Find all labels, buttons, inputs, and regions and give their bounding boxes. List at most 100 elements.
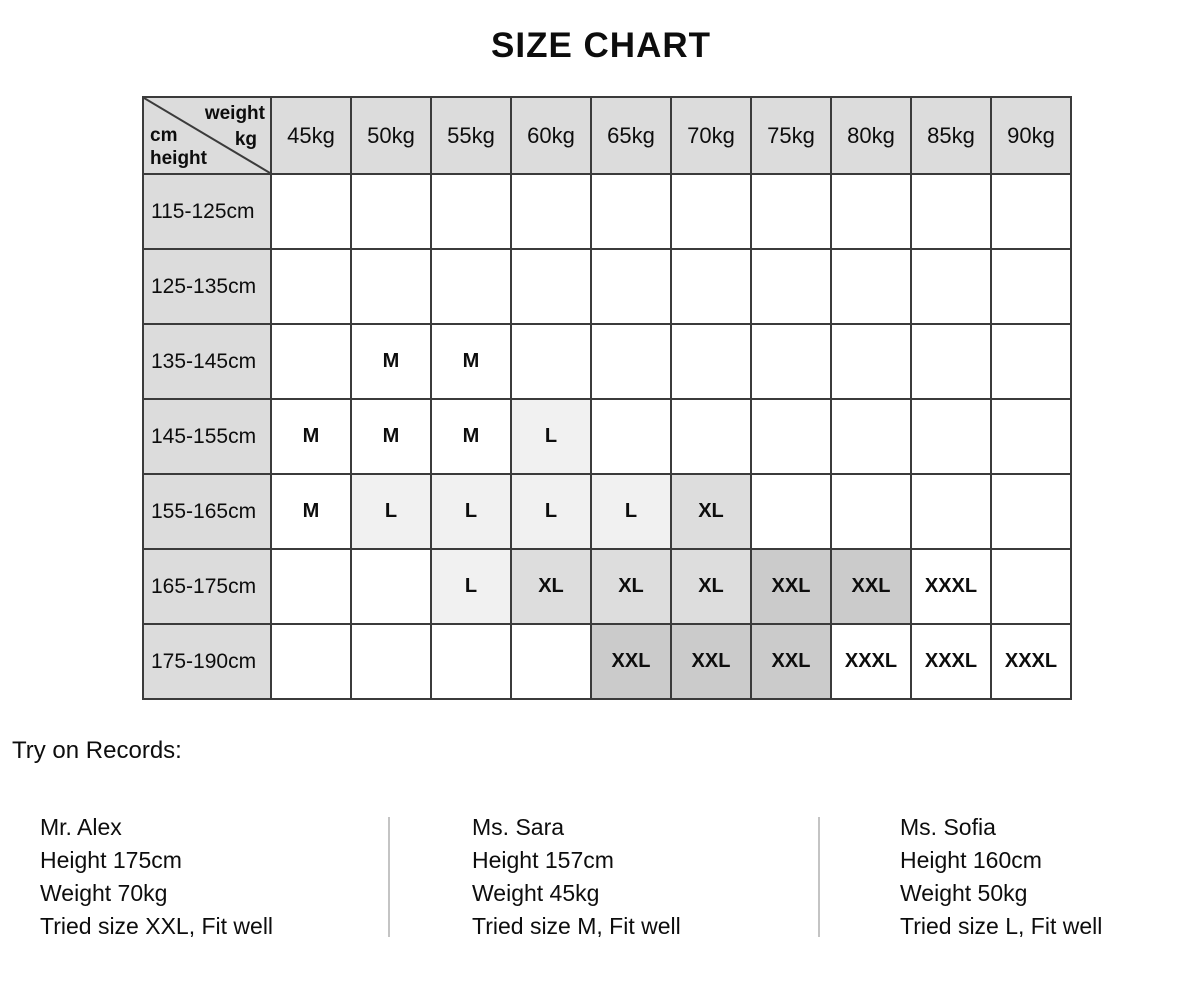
- weight-header-45kg: 45kg: [270, 96, 352, 175]
- size-cell-xxxl: XXXL: [990, 623, 1072, 700]
- diagonal-divider-line: [145, 99, 269, 172]
- weight-header-55kg: 55kg: [430, 96, 512, 175]
- record-weight-line: Weight 50kg: [900, 880, 1028, 906]
- size-cell-xxl: XXL: [750, 623, 832, 700]
- size-cell-l: L: [590, 473, 672, 550]
- weight-header-70kg: 70kg: [670, 96, 752, 175]
- size-cell-l: L: [350, 473, 432, 550]
- size-cell-xxl: XXL: [830, 548, 912, 625]
- size-cell-empty: [830, 398, 912, 475]
- corner-label-height: height: [150, 148, 207, 169]
- size-cell-empty: [670, 398, 752, 475]
- size-cell-xl: XL: [670, 473, 752, 550]
- size-cell-empty: [830, 323, 912, 400]
- size-cell-empty: [910, 473, 992, 550]
- size-cell-xl: XL: [590, 548, 672, 625]
- weight-header-85kg: 85kg: [910, 96, 992, 175]
- size-cell-empty: [270, 623, 352, 700]
- size-cell-l: L: [510, 473, 592, 550]
- size-cell-empty: [910, 248, 992, 325]
- size-cell-l: L: [430, 473, 512, 550]
- size-cell-empty: [750, 248, 832, 325]
- size-cell-empty: [350, 173, 432, 250]
- size-cell-empty: [350, 248, 432, 325]
- record-tried-line: Tried size M, Fit well: [472, 913, 681, 939]
- record-tried-line: Tried size L, Fit well: [900, 913, 1103, 939]
- size-cell-empty: [670, 248, 752, 325]
- height-row-label: 155-165cm: [142, 473, 272, 550]
- size-cell-empty: [270, 173, 352, 250]
- size-cell-empty: [750, 473, 832, 550]
- size-cell-xl: XL: [670, 548, 752, 625]
- size-cell-empty: [670, 323, 752, 400]
- size-cell-m: M: [350, 398, 432, 475]
- size-cell-empty: [990, 248, 1072, 325]
- size-cell-xxxl: XXXL: [910, 623, 992, 700]
- height-row-label: 135-145cm: [142, 323, 272, 400]
- size-cell-empty: [990, 173, 1072, 250]
- size-cell-empty: [590, 398, 672, 475]
- size-cell-empty: [830, 173, 912, 250]
- corner-label-cm: cm: [150, 125, 178, 146]
- height-row-label: 115-125cm: [142, 173, 272, 250]
- table-row: 125-135cm: [142, 248, 1072, 325]
- size-cell-xxxl: XXXL: [830, 623, 912, 700]
- size-cell-empty: [910, 323, 992, 400]
- table-row: 145-155cm M M M L: [142, 398, 1072, 475]
- size-cell-empty: [350, 623, 432, 700]
- size-cell-empty: [270, 323, 352, 400]
- table-row: 155-165cm M L L L L XL: [142, 473, 1072, 550]
- weight-header-90kg: 90kg: [990, 96, 1072, 175]
- record-height-line: Height 157cm: [472, 847, 614, 873]
- size-cell-empty: [750, 398, 832, 475]
- size-cell-empty: [510, 623, 592, 700]
- header-row: weight cm kg height 45kg 50kg 55kg 60kg 65kg…: [142, 96, 1072, 175]
- size-cell-m: M: [270, 398, 352, 475]
- vertical-divider: [388, 817, 390, 937]
- size-cell-empty: [990, 473, 1072, 550]
- size-cell-l: L: [510, 398, 592, 475]
- height-row-label: 145-155cm: [142, 398, 272, 475]
- record-tried-line: Tried size XXL, Fit well: [40, 913, 274, 939]
- try-on-records-section: Try on Records: Mr. Alex Height 175cm Weig…: [12, 737, 1202, 943]
- records-heading: Try on Records:: [12, 737, 182, 764]
- size-cell-empty: [510, 323, 592, 400]
- weight-header-80kg: 80kg: [830, 96, 912, 175]
- size-cell-empty: [750, 173, 832, 250]
- records-row: Mr. Alex Height 175cm Weight 70kg Tried siz…: [12, 811, 1202, 943]
- size-cell-xxl: XXL: [590, 623, 672, 700]
- weight-header-75kg: 75kg: [750, 96, 832, 175]
- height-row-label: 165-175cm: [142, 548, 272, 625]
- size-cell-xxxl: XXXL: [910, 548, 992, 625]
- size-cell-empty: [830, 248, 912, 325]
- size-cell-xl: XL: [510, 548, 592, 625]
- corner-header-cell: weight cm kg height: [142, 96, 272, 175]
- record-weight-line: Weight 45kg: [472, 880, 600, 906]
- size-cell-empty: [590, 173, 672, 250]
- size-cell-empty: [910, 173, 992, 250]
- size-cell-empty: [670, 173, 752, 250]
- table-row: 115-125cm: [142, 173, 1072, 250]
- page-title: SIZE CHART: [491, 26, 711, 65]
- record-height-line: Height 175cm: [40, 847, 182, 873]
- size-cell-empty: [430, 173, 512, 250]
- table-row: 175-190cm XXL XXL XXL XXXL XXXL XXXL: [142, 623, 1072, 700]
- size-cell-empty: [910, 398, 992, 475]
- size-cell-m: M: [270, 473, 352, 550]
- size-cell-empty: [590, 248, 672, 325]
- table-row: 165-175cm L XL XL XL XXL XXL XXXL: [142, 548, 1072, 625]
- size-chart-table: weight cm kg height 45kg 50kg 55kg 60kg 65kg…: [142, 96, 1072, 700]
- size-cell-empty: [270, 248, 352, 325]
- size-cell-xxl: XXL: [750, 548, 832, 625]
- size-cell-empty: [510, 248, 592, 325]
- size-cell-m: M: [430, 398, 512, 475]
- try-on-record: Ms. Sara Height 157cm Weight 45kg Tried siz…: [390, 811, 818, 943]
- size-cell-empty: [430, 248, 512, 325]
- size-cell-empty: [270, 548, 352, 625]
- height-row-label: 175-190cm: [142, 623, 272, 700]
- record-name-line: Ms. Sofia: [900, 814, 996, 840]
- size-cell-empty: [430, 623, 512, 700]
- record-height-line: Height 160cm: [900, 847, 1042, 873]
- try-on-record: Ms. Sofia Height 160cm Weight 50kg Tried si…: [820, 811, 1200, 943]
